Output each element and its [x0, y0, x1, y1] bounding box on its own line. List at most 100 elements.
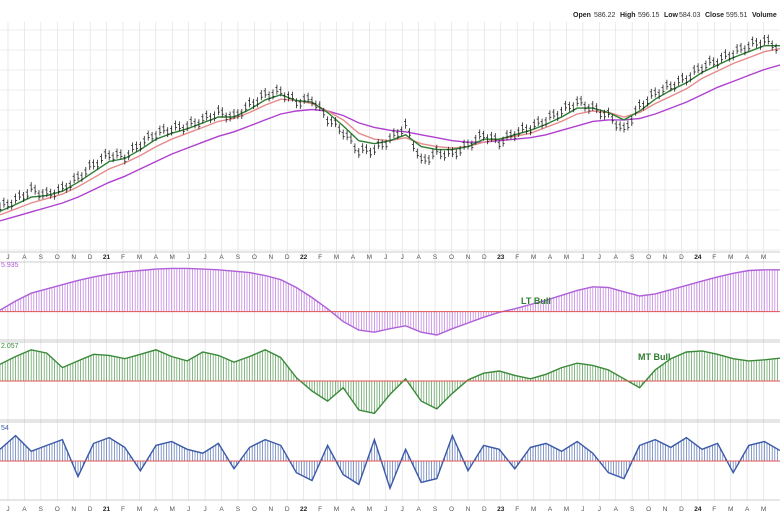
price-bar	[84, 167, 88, 178]
price-bar	[236, 109, 240, 120]
bottom-x-tick-label: J	[581, 506, 584, 513]
high-label: High	[620, 12, 636, 19]
price-bar	[18, 190, 21, 201]
osc-outline	[0, 267, 780, 336]
osc-outline	[0, 433, 780, 491]
price-bar	[411, 141, 415, 152]
price-bar	[107, 150, 111, 161]
price-bar	[2, 197, 6, 208]
price-bar	[392, 128, 396, 139]
x-tick-label: A	[548, 254, 553, 261]
bottom-x-tick-label: D	[285, 506, 290, 513]
price-bar	[716, 58, 720, 69]
x-tick-label: 22	[300, 254, 308, 261]
price-bar	[193, 118, 197, 129]
price-bar	[49, 188, 53, 199]
bottom-x-tick-label: 22	[300, 506, 308, 513]
price-bar	[630, 116, 634, 127]
x-tick-label: M	[761, 254, 766, 261]
bottom-x-tick-label: 23	[497, 506, 505, 513]
price-bar	[704, 60, 708, 71]
price-bar	[708, 55, 712, 66]
x-tick-label: O	[449, 254, 454, 261]
price-bar	[228, 111, 232, 122]
bottom-x-tick-label: S	[39, 506, 44, 513]
x-tick-label: F	[515, 254, 519, 261]
price-bar	[275, 84, 279, 95]
bottom-x-tick-label: M	[728, 506, 733, 513]
price-bar	[6, 199, 10, 210]
price-bar	[181, 124, 185, 135]
price-bar	[513, 131, 517, 142]
price-bar	[497, 139, 501, 150]
x-tick-label: J	[581, 254, 584, 261]
price-bar	[10, 199, 14, 210]
price-bar	[661, 84, 665, 95]
price-bar	[595, 103, 599, 114]
price-bar	[209, 113, 213, 124]
price-bar	[528, 125, 532, 136]
price-bar	[372, 145, 376, 156]
x-tick-label: D	[679, 254, 684, 261]
price-bar	[688, 72, 692, 83]
price-bar	[458, 145, 462, 156]
price-bar	[774, 43, 778, 54]
x-tick-label: A	[219, 254, 224, 261]
bottom-x-tick-label: S	[630, 506, 635, 513]
price-bar	[357, 147, 361, 158]
bottom-x-tick-label: A	[614, 506, 619, 513]
price-bar	[310, 96, 314, 107]
price-bar	[158, 125, 162, 136]
price-bar	[739, 42, 743, 53]
price-bar	[575, 96, 579, 107]
price-bar	[294, 98, 298, 109]
price-bar	[669, 81, 673, 92]
price-bar	[388, 133, 392, 144]
series-line-ma_slow	[0, 64, 780, 222]
price-bar	[743, 45, 747, 56]
price-bar	[92, 159, 96, 170]
price-bar	[365, 144, 369, 155]
price-bar	[333, 117, 337, 128]
price-bar	[302, 93, 306, 104]
bottom-x-tick-label: A	[416, 506, 421, 513]
price-bar	[263, 87, 267, 98]
bottom-x-tick-label: M	[761, 506, 766, 513]
bottom-x-tick-label: M	[334, 506, 339, 513]
price-bar	[306, 92, 310, 103]
bottom-x-tick-label: O	[646, 506, 651, 513]
x-tick-label: 24	[694, 254, 702, 261]
x-tick-label: O	[55, 254, 60, 261]
price-bar	[626, 120, 630, 131]
price-bar	[525, 124, 528, 135]
price-bar	[353, 143, 357, 154]
bottom-x-tick-label: A	[219, 506, 224, 513]
price-bar	[76, 171, 80, 182]
x-tick-label: 23	[497, 254, 505, 261]
x-tick-label: M	[728, 254, 733, 261]
price-bar	[174, 120, 177, 131]
price-bar	[564, 100, 567, 111]
price-bar	[509, 129, 513, 140]
price-bar	[400, 126, 404, 137]
open-value: 586.22	[594, 12, 616, 19]
price-bar	[696, 63, 700, 74]
bottom-x-tick-label: J	[598, 506, 601, 513]
price-bar	[341, 129, 345, 140]
bottom-x-tick-label: A	[154, 506, 159, 513]
bottom-x-tick-label: F	[515, 506, 519, 513]
bottom-x-tick-label: J	[6, 506, 9, 513]
bottom-x-tick-label: M	[367, 506, 372, 513]
price-bar	[423, 154, 427, 165]
bottom-x-tick-label: J	[187, 506, 190, 513]
price-bar	[532, 119, 536, 130]
x-tick-label: O	[646, 254, 651, 261]
x-tick-label: S	[39, 254, 44, 261]
price-bar	[583, 101, 587, 112]
price-bar	[579, 95, 583, 106]
price-bar	[712, 57, 716, 68]
price-bar	[154, 130, 158, 141]
price-bar	[138, 141, 142, 152]
